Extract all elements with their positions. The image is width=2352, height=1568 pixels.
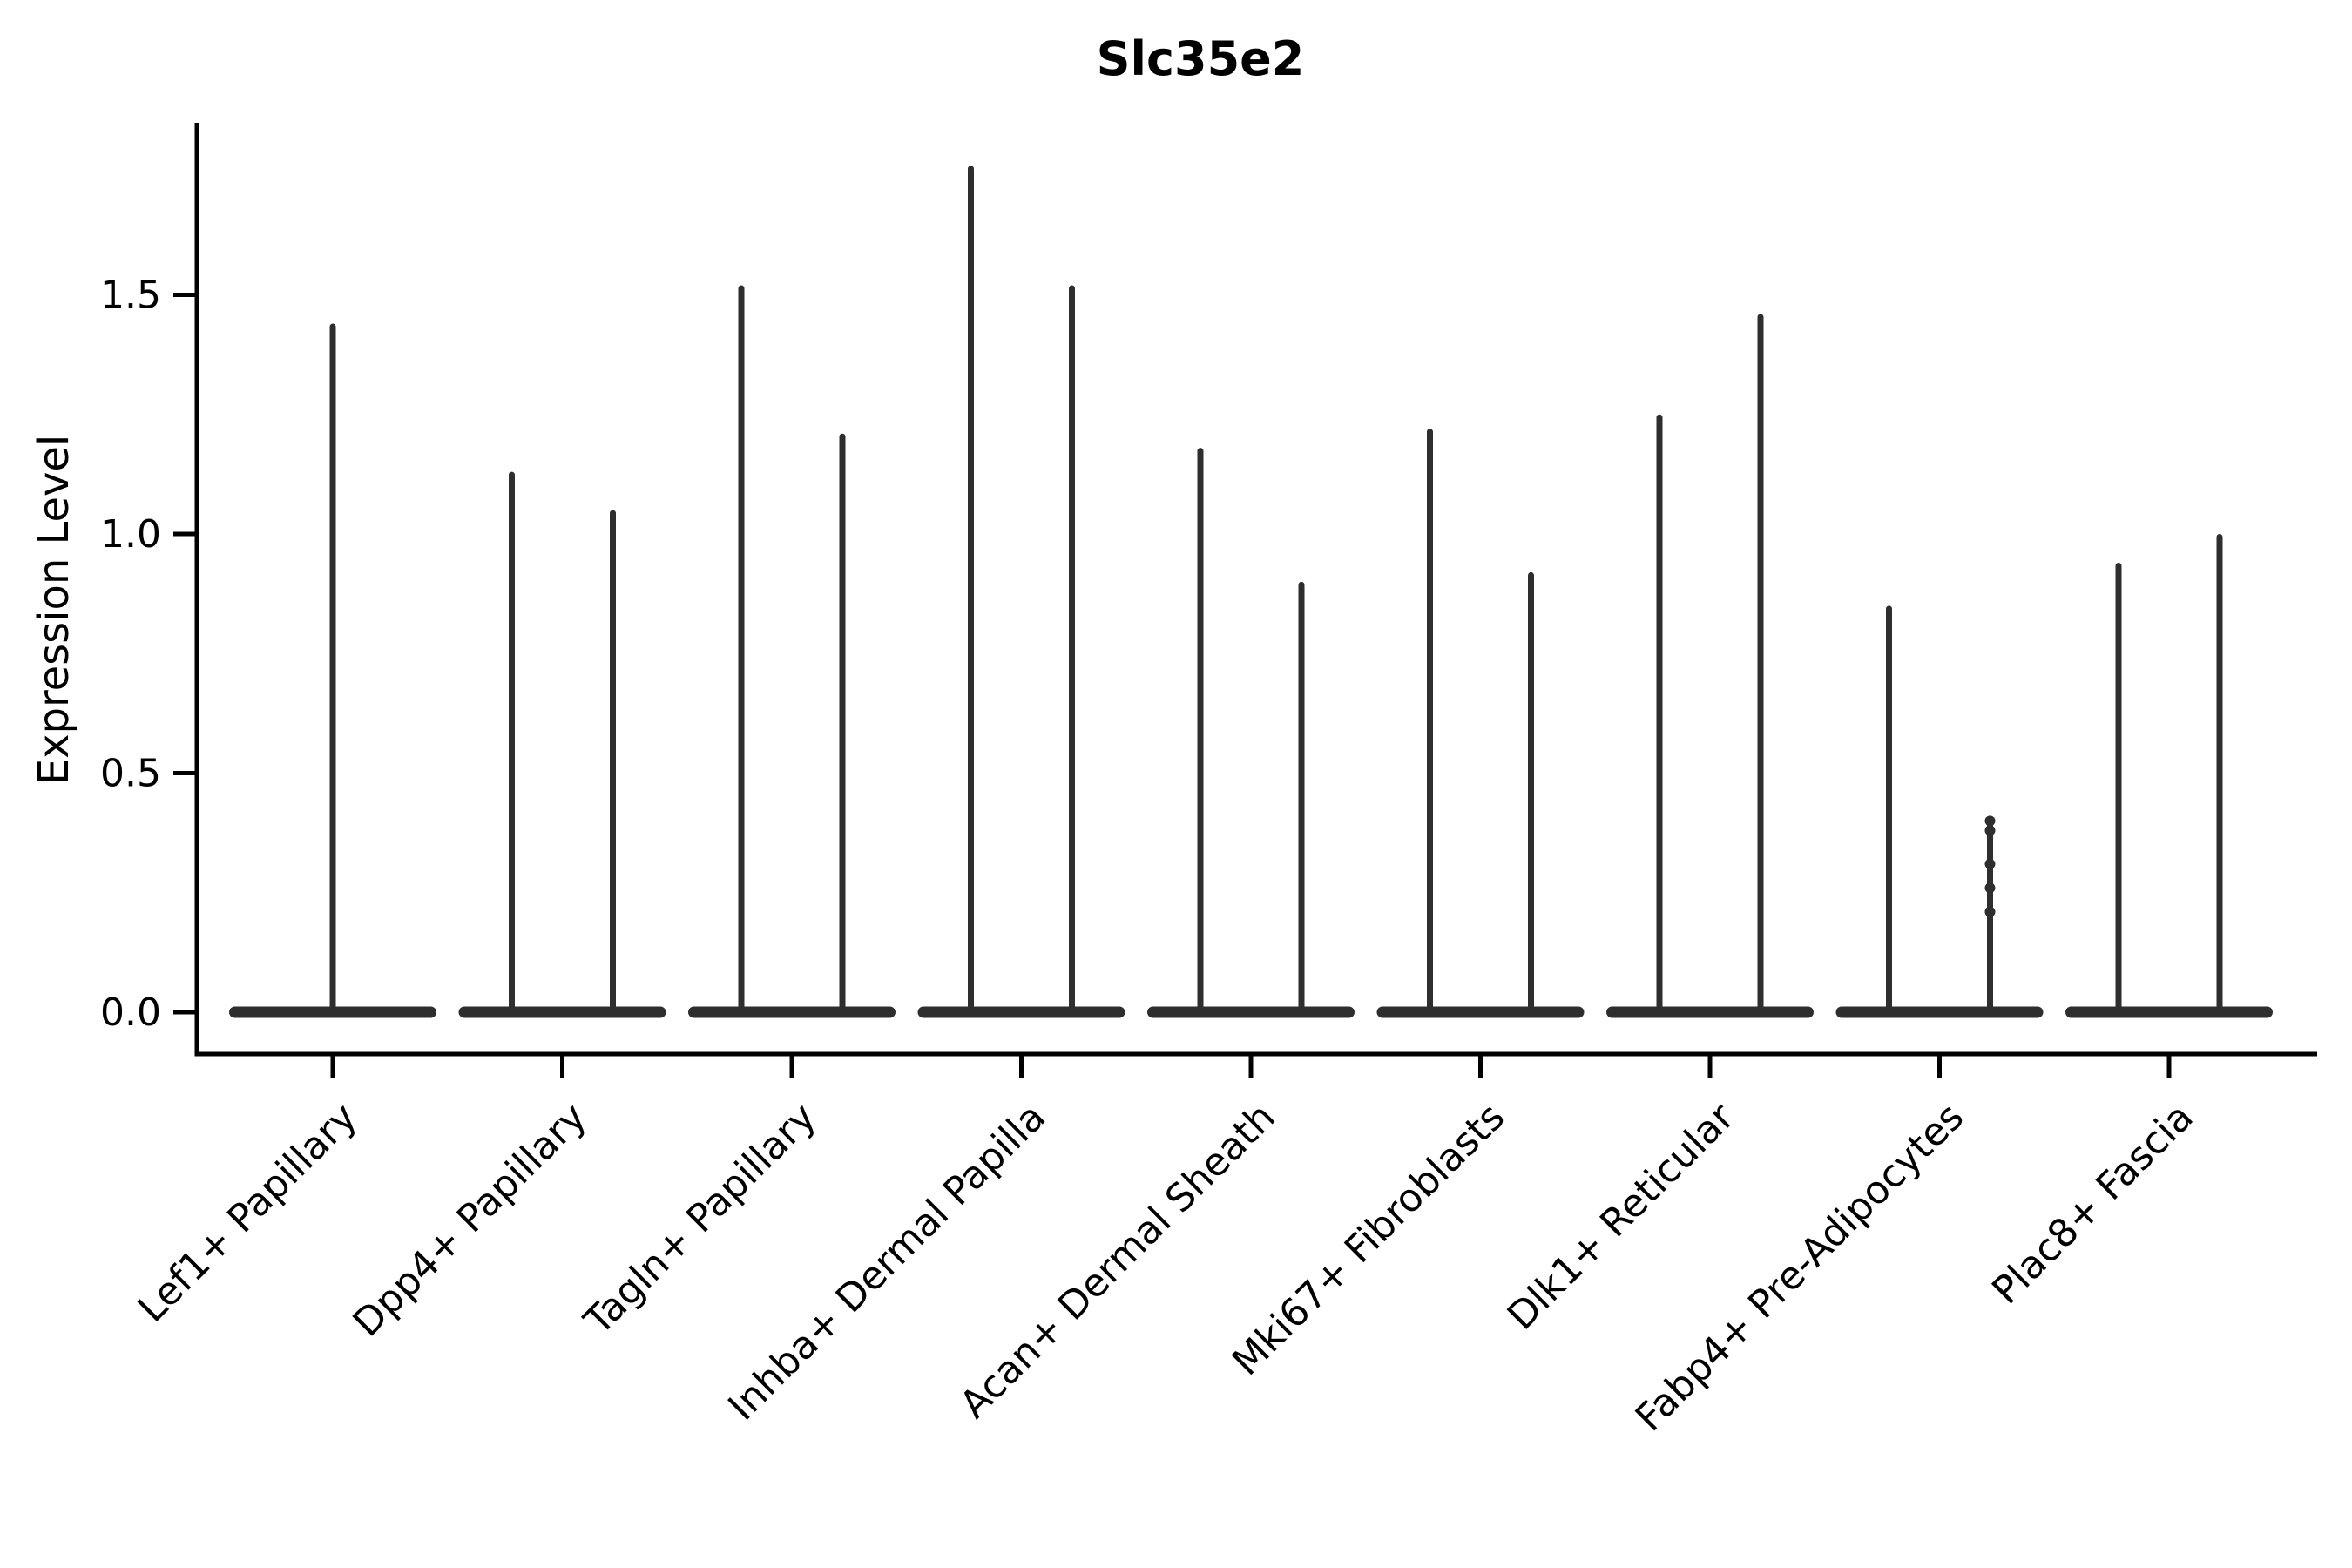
violin-spike: [839, 433, 846, 1013]
violin-spike: [1069, 285, 1075, 1012]
violin-spike: [1656, 414, 1663, 1012]
violin-base: [458, 1006, 666, 1018]
violin-base: [2065, 1006, 2273, 1018]
violin-spike: [1197, 448, 1204, 1012]
violin-spike: [1427, 429, 1433, 1013]
x-tick-label: Lef1+ Papillary: [130, 1095, 366, 1331]
violin-spike: [329, 323, 336, 1012]
violin-spike: [2216, 534, 2223, 1012]
x-tick-label: Tagln+ Papillary: [576, 1095, 825, 1344]
y-tick-label: 1.0: [100, 512, 161, 557]
violin-base: [1835, 1006, 2044, 1018]
violin-base: [917, 1006, 1125, 1018]
jitter-dot: [1984, 882, 1996, 894]
violin-base: [1606, 1006, 1814, 1018]
violin-spike: [509, 471, 515, 1012]
violin-spike: [968, 166, 974, 1012]
x-tick-label: Plac8+ Fascia: [1984, 1095, 2202, 1314]
x-tick-label: Dlk1+ Reticular: [1499, 1094, 1744, 1339]
violin-spike: [1298, 581, 1305, 1012]
y-tick-label: 0.5: [100, 752, 161, 796]
violin-spike: [738, 285, 745, 1012]
jitter-dot: [1984, 858, 1996, 869]
violin-base: [1147, 1006, 1355, 1018]
y-tick-label: 0.0: [100, 990, 161, 1035]
violin-spike: [610, 510, 616, 1012]
y-tick-label: 1.5: [100, 274, 161, 318]
jitter-dot: [1984, 906, 1996, 917]
y-axis-label: Expression Level: [30, 434, 78, 786]
violin-base: [1376, 1006, 1585, 1018]
x-tick-label: Dpp4+ Papillary: [345, 1095, 596, 1346]
violin-spike: [1528, 571, 1534, 1012]
violin-base: [688, 1006, 896, 1018]
violin-spike: [2115, 562, 2122, 1012]
violin-spike: [1886, 605, 1892, 1012]
jitter-dot: [1984, 825, 1996, 836]
violin-spike: [1757, 314, 1764, 1013]
jitter-dot: [1984, 815, 1996, 827]
chart-title: Slc35e2: [1096, 31, 1305, 86]
